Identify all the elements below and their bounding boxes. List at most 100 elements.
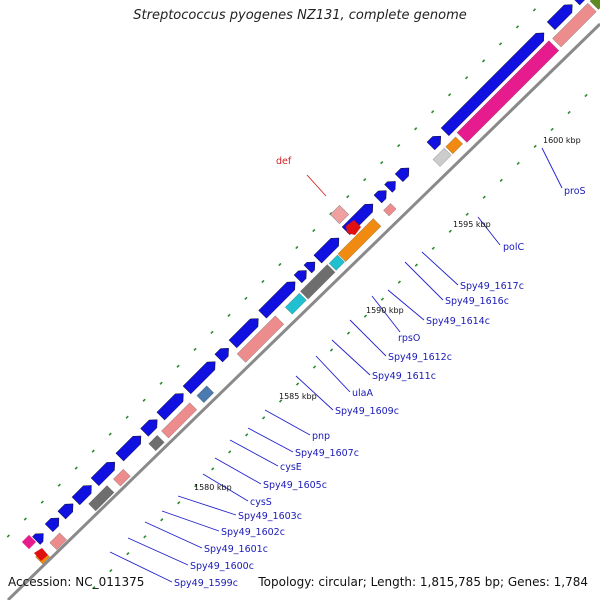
gene-label-spy49-1607c[interactable]: Spy49_1607c: [295, 448, 359, 459]
leader-line-spy49-1600c: [127, 537, 189, 566]
tick-mark: [125, 415, 129, 419]
cds-forward-13[interactable]: [293, 267, 310, 284]
feature-magenta-small[interactable]: [21, 534, 37, 550]
gene-label-spy49-1603c[interactable]: Spy49_1603c: [238, 511, 302, 522]
feature-gray-2[interactable]: [148, 435, 165, 452]
cds-forward-11[interactable]: [228, 315, 262, 349]
tick-mark: [126, 552, 130, 556]
tick-mark: [194, 484, 198, 488]
gene-label-cysS[interactable]: cysS: [250, 497, 272, 508]
tick-mark: [193, 347, 197, 351]
gene-label-spy49-1616c[interactable]: Spy49_1616c: [445, 296, 509, 307]
gene-label-spy49-1614c[interactable]: Spy49_1614c: [426, 316, 490, 327]
gene-label-spy49-1602c[interactable]: Spy49_1602c: [221, 527, 285, 538]
cds-forward-6[interactable]: [115, 432, 145, 462]
cds-forward-18[interactable]: [384, 178, 400, 193]
feature-gray-1[interactable]: [88, 485, 115, 512]
gene-label-cysE[interactable]: cysE: [280, 462, 302, 473]
feature-magenta[interactable]: [456, 40, 560, 143]
gene-label-rpsO[interactable]: rpsO: [398, 333, 420, 344]
tick-mark: [278, 262, 282, 267]
tick-mark: [430, 110, 435, 114]
scale-label-1600: 1600 kbp: [543, 136, 581, 145]
feature-gray-3[interactable]: [300, 264, 336, 300]
cds-forward-22[interactable]: [546, 1, 576, 31]
feature-track[interactable]: [21, 0, 600, 565]
tick-mark: [6, 534, 10, 538]
feature-orange-2[interactable]: [337, 218, 382, 262]
leader-line-rpsO: [371, 295, 401, 333]
gene-label-spy49-1611c[interactable]: Spy49_1611c: [372, 371, 436, 382]
feature-rna-6[interactable]: [552, 2, 597, 48]
gene-label-proS[interactable]: proS: [564, 186, 586, 197]
gene-label-def[interactable]: def: [276, 156, 292, 167]
cds-forward-17[interactable]: [373, 187, 390, 204]
cds-forward-9[interactable]: [182, 358, 219, 395]
cds-forward-15[interactable]: [313, 234, 343, 264]
gene-label-spy49-1609c[interactable]: Spy49_1609c: [335, 406, 399, 417]
tick-mark: [448, 229, 452, 233]
feature-def-rna[interactable]: [329, 204, 350, 225]
gene-label-spy49-1599c[interactable]: Spy49_1599c: [174, 578, 238, 589]
cds-forward-14[interactable]: [303, 258, 319, 274]
cds-forward-5[interactable]: [90, 458, 119, 487]
tick-mark: [91, 449, 95, 453]
tick-mark: [40, 500, 44, 504]
feature-red-small[interactable]: [34, 548, 48, 561]
tick-mark: [380, 297, 385, 301]
gene-label-spy49-1600c[interactable]: Spy49_1600c: [190, 561, 254, 572]
feature-rna-5[interactable]: [383, 203, 397, 217]
cds-forward-1[interactable]: [32, 530, 47, 545]
feature-rna-4[interactable]: [236, 315, 284, 363]
scale-label-1580: 1580 kbp: [194, 483, 232, 492]
cds-forward-10[interactable]: [214, 344, 233, 363]
feature-lightgray[interactable]: [432, 147, 452, 167]
cds-forward-21[interactable]: [440, 29, 548, 137]
cds-forward-2[interactable]: [44, 514, 63, 533]
scale-label-1585: 1585 kbp: [279, 392, 317, 401]
tick-mark: [363, 177, 367, 182]
gene-label-spy49-1601c[interactable]: Spy49_1601c: [204, 544, 268, 555]
cds-forward-19[interactable]: [394, 164, 413, 183]
tick-mark: [346, 331, 351, 335]
feature-orange-3[interactable]: [445, 136, 463, 155]
gene-label-polC[interactable]: polC: [503, 242, 524, 253]
cds-forward-20[interactable]: [426, 132, 445, 151]
tick-mark: [57, 483, 61, 487]
tick-mark: [414, 127, 418, 131]
tick-mark: [228, 450, 232, 454]
feature-cyan-1[interactable]: [284, 292, 307, 315]
gene-label-spy49-1617c[interactable]: Spy49_1617c: [460, 281, 524, 292]
tick-mark: [159, 381, 163, 385]
feature-olive[interactable]: [589, 0, 600, 10]
leader-line-spy49-1609c: [295, 375, 334, 411]
cds-forward-3[interactable]: [57, 500, 77, 520]
gene-label-spy49-1612c[interactable]: Spy49_1612c: [388, 352, 452, 363]
cds-forward-4[interactable]: [71, 482, 95, 506]
feature-def-cds[interactable]: [346, 220, 361, 235]
leader-line-spy49-1607c: [247, 427, 294, 453]
feature-rna-1[interactable]: [49, 532, 67, 551]
tick-mark: [567, 110, 571, 115]
tick-mark: [397, 280, 402, 284]
tick-mark: [482, 195, 486, 199]
leader-line-spy49-1611c: [331, 339, 371, 376]
feature-rna-3[interactable]: [161, 402, 198, 439]
gene-labels[interactable]: def proS polC Spy49_1617c Spy49_1616c Spy49_1…: [174, 156, 586, 589]
feature-cyan-2[interactable]: [328, 254, 345, 271]
gene-label-pnp[interactable]: pnp: [312, 431, 330, 442]
leader-line-def: [306, 174, 327, 197]
feature-steel[interactable]: [196, 385, 214, 403]
genome-backbone: [6, 22, 600, 600]
cds-forward-7[interactable]: [140, 416, 162, 437]
cds-forward-12[interactable]: [258, 278, 299, 319]
leader-line-spy49-1605c: [214, 457, 262, 485]
tick-mark: [465, 212, 469, 216]
accession-text: Accession: NC_011375: [8, 575, 145, 589]
gene-label-ulaA[interactable]: ulaA: [352, 388, 373, 399]
feature-rna-2[interactable]: [113, 468, 131, 487]
cds-forward-8[interactable]: [156, 390, 187, 421]
cds-forward-23[interactable]: [571, 0, 590, 6]
gene-label-spy49-1605c[interactable]: Spy49_1605c: [263, 480, 327, 491]
